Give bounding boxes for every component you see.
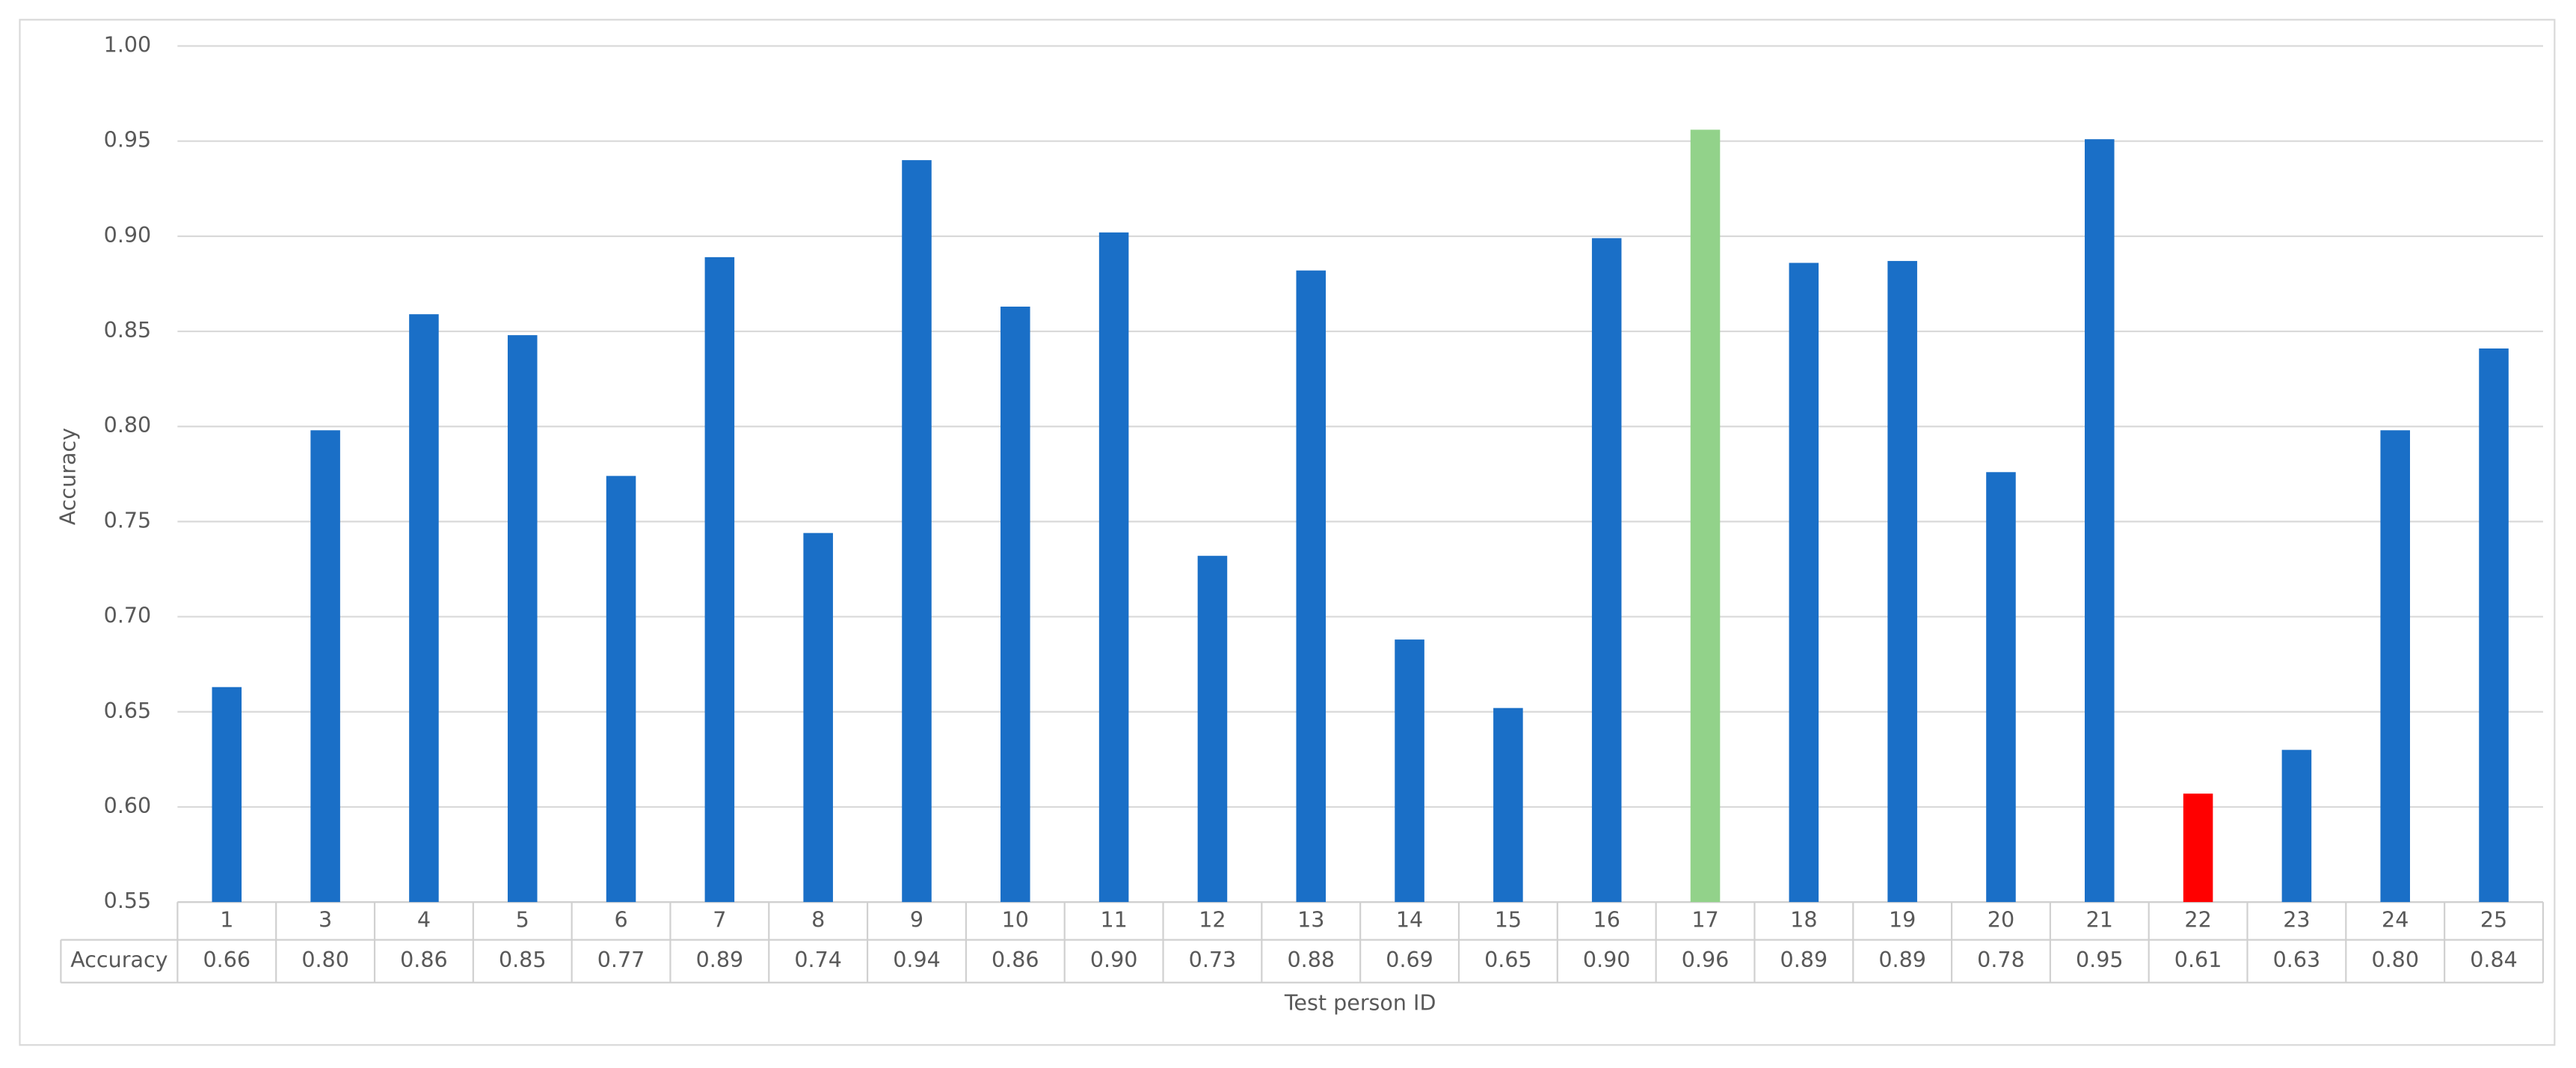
bar bbox=[2281, 749, 2312, 903]
x-tick-label: 18 bbox=[1790, 906, 1817, 932]
bar bbox=[1591, 238, 1622, 903]
bar bbox=[704, 257, 735, 903]
table-row-header: Accuracy bbox=[70, 947, 167, 972]
table-value: 0.84 bbox=[2470, 947, 2518, 972]
bar bbox=[1098, 232, 1129, 903]
bar bbox=[1493, 708, 1523, 903]
x-tick-label: 1 bbox=[220, 906, 233, 932]
table-value: 0.96 bbox=[1682, 947, 1730, 972]
table-value: 0.85 bbox=[499, 947, 547, 972]
x-tick-label: 10 bbox=[1002, 906, 1029, 932]
table-value: 0.74 bbox=[794, 947, 842, 972]
x-tick-label: 21 bbox=[2086, 906, 2113, 932]
bar bbox=[310, 430, 340, 903]
x-tick-label: 12 bbox=[1199, 906, 1226, 932]
table-value: 0.78 bbox=[1977, 947, 2025, 972]
table-value: 0.66 bbox=[203, 947, 251, 972]
bar bbox=[1000, 306, 1030, 903]
table-value: 0.90 bbox=[1583, 947, 1631, 972]
bar bbox=[1296, 270, 1327, 903]
y-tick-label: 1.00 bbox=[104, 32, 152, 58]
table-value: 0.86 bbox=[992, 947, 1039, 972]
bar bbox=[2085, 139, 2115, 903]
x-tick-label: 4 bbox=[417, 906, 431, 932]
y-tick-label: 0.65 bbox=[104, 698, 152, 723]
y-tick-label: 0.90 bbox=[104, 222, 152, 248]
table-value: 0.89 bbox=[1780, 947, 1828, 972]
bar bbox=[803, 533, 833, 903]
y-tick-label: 0.85 bbox=[104, 317, 152, 343]
x-tick-label: 5 bbox=[516, 906, 529, 932]
table-value: 0.90 bbox=[1090, 947, 1138, 972]
bar bbox=[507, 335, 538, 903]
x-tick-label: 13 bbox=[1297, 906, 1324, 932]
table-value: 0.73 bbox=[1189, 947, 1237, 972]
x-tick-label: 23 bbox=[2283, 906, 2310, 932]
x-tick-label: 19 bbox=[1889, 906, 1916, 932]
y-tick-label: 0.60 bbox=[104, 793, 152, 818]
x-tick-label: 6 bbox=[614, 906, 627, 932]
bar bbox=[1197, 556, 1228, 903]
bar bbox=[1986, 472, 2016, 903]
bar bbox=[606, 476, 636, 903]
x-tick-label: 3 bbox=[319, 906, 332, 932]
bar bbox=[2479, 348, 2509, 903]
y-tick-label: 0.55 bbox=[104, 888, 152, 913]
y-tick-label: 0.70 bbox=[104, 603, 152, 628]
table-value: 0.95 bbox=[2076, 947, 2124, 972]
x-tick-label: 11 bbox=[1100, 906, 1127, 932]
x-tick-label: 22 bbox=[2184, 906, 2211, 932]
x-tick-label: 24 bbox=[2382, 906, 2409, 932]
table-value: 0.80 bbox=[2371, 947, 2419, 972]
x-tick-label: 9 bbox=[910, 906, 923, 932]
x-tick-label: 25 bbox=[2480, 906, 2507, 932]
table-value: 0.61 bbox=[2174, 947, 2222, 972]
chart-border bbox=[19, 19, 2556, 1046]
table-value: 0.88 bbox=[1287, 947, 1335, 972]
table-value: 0.63 bbox=[2273, 947, 2321, 972]
table-value: 0.65 bbox=[1484, 947, 1532, 972]
bar bbox=[902, 160, 932, 903]
table-value: 0.89 bbox=[1878, 947, 1926, 972]
x-tick-label: 8 bbox=[811, 906, 825, 932]
bar bbox=[1789, 263, 1819, 903]
y-tick-label: 0.80 bbox=[104, 412, 152, 438]
table-value: 0.69 bbox=[1386, 947, 1433, 972]
y-tick-label: 0.75 bbox=[104, 507, 152, 533]
bar bbox=[409, 314, 439, 903]
bar bbox=[1690, 129, 1721, 903]
bar bbox=[2380, 430, 2410, 903]
table-value: 0.94 bbox=[893, 947, 941, 972]
x-axis-title: Test person ID bbox=[1284, 989, 1436, 1015]
x-tick-label: 7 bbox=[713, 906, 726, 932]
table-value: 0.77 bbox=[597, 947, 645, 972]
x-tick-label: 16 bbox=[1593, 906, 1620, 932]
x-tick-label: 14 bbox=[1396, 906, 1423, 932]
table-value: 0.89 bbox=[696, 947, 744, 972]
bar bbox=[2183, 794, 2213, 903]
x-tick-label: 15 bbox=[1495, 906, 1522, 932]
y-axis-title: Accuracy bbox=[55, 428, 80, 525]
bar bbox=[1887, 260, 1917, 903]
table-value: 0.86 bbox=[400, 947, 448, 972]
table-value: 0.80 bbox=[301, 947, 349, 972]
bar bbox=[1395, 639, 1424, 903]
x-tick-label: 17 bbox=[1691, 906, 1718, 932]
bar bbox=[212, 687, 242, 903]
x-tick-label: 20 bbox=[1988, 906, 2014, 932]
y-tick-label: 0.95 bbox=[104, 127, 152, 153]
